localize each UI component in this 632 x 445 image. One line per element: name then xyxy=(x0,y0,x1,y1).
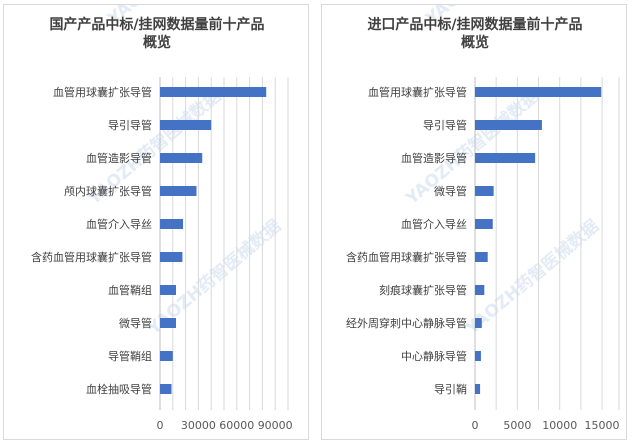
bar xyxy=(160,318,176,328)
chart-title-line-1: 概览 xyxy=(143,34,171,51)
bar xyxy=(475,153,536,163)
category-label: 导引鞘 xyxy=(434,382,467,396)
bar xyxy=(160,219,184,229)
bar xyxy=(160,120,212,130)
category-label: 中心静脉导管 xyxy=(401,349,467,363)
watermark-2: YAOZH药智医械数据 xyxy=(461,215,603,339)
category-label: 血管造影导管 xyxy=(86,151,152,165)
bar xyxy=(160,87,267,97)
chart-domestic: YAOZH药智医械数据YAOZH药智医械数据YAOZH药智医械数据国产产品中标/… xyxy=(31,5,293,432)
bar xyxy=(475,87,602,97)
category-label: 血管介入导丝 xyxy=(86,217,152,231)
x-tick-label: 0 xyxy=(472,419,479,432)
x-tick-label: 90000 xyxy=(258,419,293,432)
x-tick-label: 10000 xyxy=(542,419,577,432)
category-label: 血管鞘组 xyxy=(108,283,152,297)
chart-title-line-0: 进口产品中标/挂网数据量前十产品 xyxy=(367,16,582,33)
bar xyxy=(160,252,183,262)
x-tick-label: 60000 xyxy=(219,419,254,432)
chart-panel-domestic: YAOZH药智医械数据YAOZH药智医械数据YAOZH药智医械数据国产产品中标/… xyxy=(3,4,309,440)
x-tick-label: 15000 xyxy=(585,419,620,432)
x-tick-label: 5000 xyxy=(503,419,531,432)
category-label: 含药血管用球囊扩张导管 xyxy=(31,250,152,264)
bar xyxy=(160,285,176,295)
chart-panel-imported: YAOZH药智医械数据YAOZH药智医械数据YAOZH药智医械数据进口产品中标/… xyxy=(321,4,627,440)
bar xyxy=(475,351,481,361)
category-label: 含药血管用球囊扩张导管 xyxy=(346,250,467,264)
chart-title-line-1: 概览 xyxy=(461,34,489,51)
chart-title-line-0: 国产产品中标/挂网数据量前十产品 xyxy=(49,16,264,33)
category-label: 血管用球囊扩张导管 xyxy=(53,85,152,99)
category-label: 血管用球囊扩张导管 xyxy=(368,85,467,99)
category-label: 微导管 xyxy=(434,184,467,198)
watermark-1: YAOZH药智医械数据 xyxy=(401,85,543,209)
x-tick-label: 30000 xyxy=(181,419,216,432)
chart-imported: YAOZH药智医械数据YAOZH药智医械数据YAOZH药智医械数据进口产品中标/… xyxy=(346,5,620,432)
category-label: 经外周穿刺中心静脉导管 xyxy=(346,316,467,330)
bar xyxy=(160,153,203,163)
category-label: 导管鞘组 xyxy=(108,349,152,363)
x-tick-label: 0 xyxy=(157,419,164,432)
category-label: 血栓抽吸导管 xyxy=(86,382,152,396)
category-label: 血管造影导管 xyxy=(401,151,467,165)
bar xyxy=(160,186,197,196)
category-label: 颅内球囊扩张导管 xyxy=(64,184,152,198)
bar xyxy=(475,252,488,262)
bar xyxy=(475,318,482,328)
bar xyxy=(475,384,481,394)
category-label: 刻痕球囊扩张导管 xyxy=(379,283,467,297)
category-label: 微导管 xyxy=(119,316,152,330)
category-label: 导引导管 xyxy=(423,118,467,132)
category-label: 血管介入导丝 xyxy=(401,217,467,231)
bar xyxy=(475,186,494,196)
bar xyxy=(475,285,485,295)
bar xyxy=(475,219,493,229)
bar xyxy=(160,351,173,361)
bar xyxy=(475,120,542,130)
category-label: 导引导管 xyxy=(108,118,152,132)
bar xyxy=(160,384,172,394)
